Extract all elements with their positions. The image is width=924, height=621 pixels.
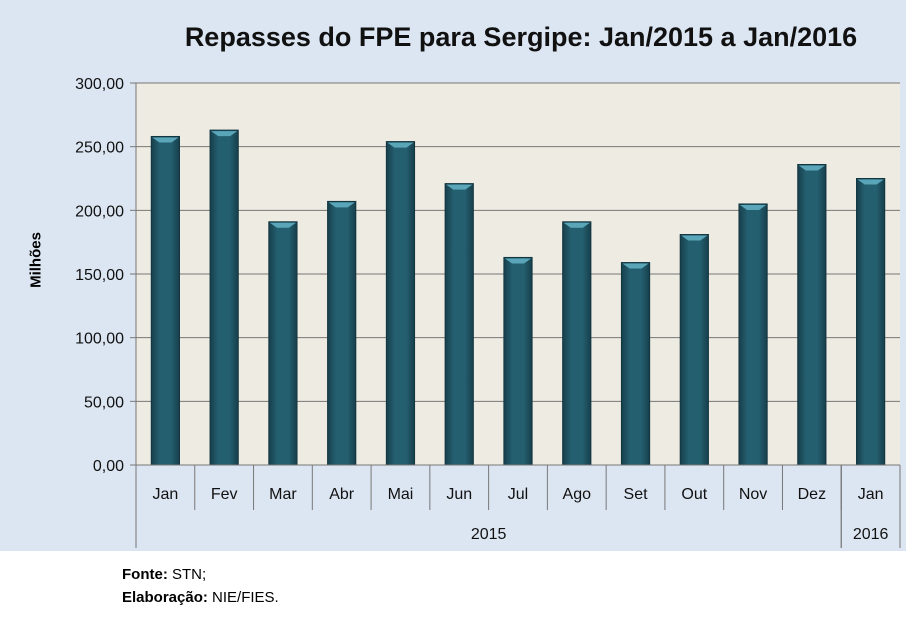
x-tick-label: Jul bbox=[508, 486, 528, 503]
x-tick-label: Out bbox=[681, 486, 707, 503]
x-tick-label: Mai bbox=[388, 486, 414, 503]
y-tick-label: 200,00 bbox=[75, 203, 124, 220]
x-tick-label: Abr bbox=[329, 486, 355, 503]
bar-highlight bbox=[211, 131, 238, 137]
x-tick-label: Set bbox=[624, 486, 649, 503]
credit-label: Elaboração: bbox=[122, 589, 208, 606]
chart-title: Repasses do FPE para Sergipe: Jan/2015 a… bbox=[184, 22, 858, 52]
bar bbox=[268, 221, 298, 466]
bar-highlight bbox=[328, 202, 355, 208]
x-tick-label: Nov bbox=[739, 486, 767, 503]
x-tick-label: Mar bbox=[269, 486, 297, 503]
y-tick-label: 150,00 bbox=[75, 267, 124, 284]
bar-highlight bbox=[152, 137, 179, 143]
x-group-label: 2015 bbox=[471, 526, 507, 543]
credit-value: NIE/FIES. bbox=[212, 589, 279, 606]
bar bbox=[856, 178, 886, 466]
bar-highlight bbox=[739, 204, 767, 210]
source-label: Fonte: bbox=[122, 566, 168, 583]
bar bbox=[562, 221, 592, 466]
y-tick-label: 0,00 bbox=[93, 458, 124, 475]
bar bbox=[679, 234, 709, 466]
bar-highlight bbox=[798, 165, 825, 171]
y-tick-label: 300,00 bbox=[75, 76, 124, 93]
bar bbox=[150, 135, 180, 466]
x-tick-label: Jan bbox=[152, 486, 178, 503]
x-group-label: 2016 bbox=[853, 526, 889, 543]
bar-highlight bbox=[681, 235, 708, 241]
bar bbox=[797, 163, 827, 466]
x-tick-label: Ago bbox=[563, 486, 592, 503]
bar-highlight bbox=[387, 142, 414, 148]
source-note: Fonte: STN; bbox=[122, 566, 206, 583]
bar bbox=[620, 262, 651, 466]
x-tick-label: Jan bbox=[858, 486, 884, 503]
source-value: STN; bbox=[172, 566, 207, 583]
bar bbox=[738, 203, 768, 466]
x-tick-label: Fev bbox=[211, 486, 238, 503]
y-tick-label: 100,00 bbox=[75, 331, 124, 348]
x-tick-label: Dez bbox=[798, 486, 826, 503]
credit-note: Elaboração: NIE/FIES. bbox=[122, 589, 279, 606]
bar-highlight bbox=[446, 184, 473, 190]
bar-highlight bbox=[269, 222, 297, 228]
x-tick-label: Jun bbox=[446, 486, 472, 503]
bar bbox=[209, 129, 239, 466]
bar bbox=[327, 200, 357, 466]
bar-highlight bbox=[504, 258, 532, 264]
bar bbox=[385, 141, 416, 466]
y-tick-label: 50,00 bbox=[84, 394, 124, 411]
bar-highlight bbox=[857, 179, 884, 185]
bar-highlight bbox=[622, 263, 649, 269]
y-tick-label: 250,00 bbox=[75, 140, 124, 157]
bar-highlight bbox=[563, 222, 590, 228]
bar bbox=[444, 183, 474, 466]
bar bbox=[503, 256, 533, 466]
